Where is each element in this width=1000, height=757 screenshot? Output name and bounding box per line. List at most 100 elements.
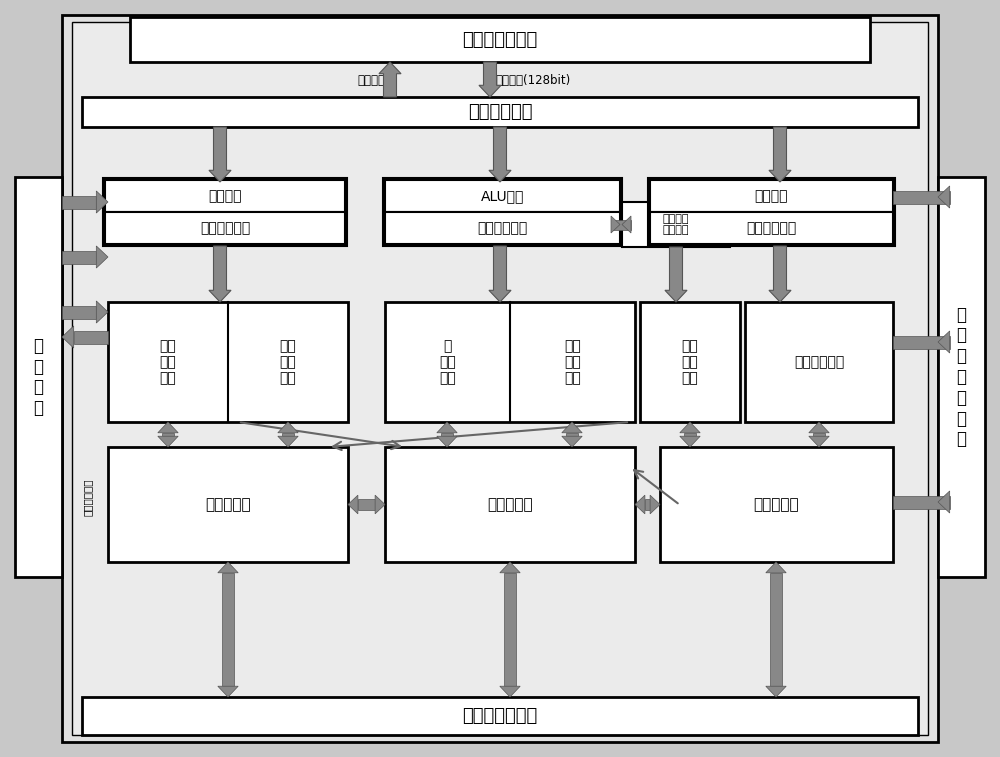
Polygon shape [893,496,950,509]
Polygon shape [62,306,96,319]
Polygon shape [62,251,96,263]
Text: 地址
产生
单元: 地址 产生 单元 [160,339,176,385]
Text: 流
水
线
控
制
单
元: 流 水 线 控 制 单 元 [956,306,966,448]
Polygon shape [437,422,457,433]
Bar [385,447,635,562]
Polygon shape [566,433,578,436]
Polygon shape [348,495,358,514]
Polygon shape [769,127,791,182]
Polygon shape [684,433,696,436]
Polygon shape [96,246,108,268]
Polygon shape [158,422,178,433]
Polygon shape [358,499,375,510]
Text: 取指地址: 取指地址 [357,73,385,86]
Text: 存取译码: 存取译码 [208,189,242,203]
Polygon shape [158,436,178,447]
Bar [62,15,938,742]
Polygon shape [938,331,950,353]
Bar [385,180,620,212]
Bar [938,177,985,577]
Polygon shape [489,127,511,182]
Polygon shape [611,216,620,233]
Bar [650,180,893,212]
Text: 乘加控制单元: 乘加控制单元 [746,221,797,235]
Polygon shape [500,686,520,697]
Bar [108,447,348,562]
Polygon shape [282,433,294,436]
Polygon shape [680,422,700,433]
Polygon shape [938,186,950,208]
Polygon shape [809,422,829,433]
Polygon shape [375,495,385,514]
Text: 算术控制单元: 算术控制单元 [477,221,528,235]
Bar [385,302,635,422]
Polygon shape [562,436,582,447]
Polygon shape [769,246,791,302]
Polygon shape [489,246,511,302]
Polygon shape [222,573,234,686]
Text: 数据寄存器: 数据寄存器 [487,497,533,512]
Text: 向量寄存器: 向量寄存器 [754,497,799,512]
Polygon shape [218,562,238,573]
Text: 向量运算单元: 向量运算单元 [794,355,844,369]
Polygon shape [635,495,645,514]
Polygon shape [441,433,453,436]
Bar [103,178,347,246]
Bar [82,697,918,735]
Text: 数据存储器接口: 数据存储器接口 [462,707,538,725]
Polygon shape [562,422,582,433]
Text: 浮点
运算
单元: 浮点 运算 单元 [682,339,698,385]
Text: 程序存储器接口: 程序存储器接口 [462,30,538,48]
Bar [385,212,620,244]
Bar [640,302,740,422]
Polygon shape [479,62,501,97]
Bar [108,302,348,422]
Polygon shape [379,62,401,97]
Bar [650,212,893,244]
Bar [383,178,622,246]
Polygon shape [74,331,108,344]
Bar [745,302,893,422]
Polygon shape [938,491,950,513]
Text: 地址寄存器: 地址寄存器 [205,497,251,512]
Bar [622,202,730,247]
Bar [648,178,895,246]
Bar [105,180,345,212]
Polygon shape [813,433,825,436]
Polygon shape [766,686,786,697]
Polygon shape [278,436,298,447]
Polygon shape [809,436,829,447]
Text: 算术
逻辑
单元: 算术 逻辑 单元 [564,339,581,385]
Polygon shape [611,220,631,229]
Polygon shape [893,335,950,348]
Polygon shape [665,247,687,302]
Text: 协处理器
接口单元: 协处理器 接口单元 [663,213,689,235]
Polygon shape [650,495,660,514]
Polygon shape [278,422,298,433]
Polygon shape [770,573,782,686]
Polygon shape [500,562,520,573]
Polygon shape [645,499,650,510]
Polygon shape [622,216,631,233]
Text: 位
处理
单元: 位 处理 单元 [439,339,456,385]
Text: 指令数据(128bit): 指令数据(128bit) [495,73,570,86]
Bar [82,97,918,127]
Bar [105,212,345,244]
Bar [15,177,62,577]
Text: 存取控制单元: 存取控制单元 [200,221,250,235]
Bar [660,447,893,562]
Bar [72,22,928,735]
Text: 调
试
接
口: 调 试 接 口 [33,337,43,417]
Text: 地址
运算
单元: 地址 运算 单元 [280,339,296,385]
Polygon shape [766,562,786,573]
Text: 乘加译码: 乘加译码 [755,189,788,203]
Polygon shape [62,326,74,348]
Polygon shape [504,573,516,686]
Polygon shape [680,436,700,447]
Polygon shape [218,686,238,697]
Text: 数据访存地址: 数据访存地址 [83,478,93,516]
Text: 指令取指单元: 指令取指单元 [468,103,532,121]
Text: ALU译码: ALU译码 [481,189,524,203]
Polygon shape [893,191,950,204]
Bar [130,17,870,62]
